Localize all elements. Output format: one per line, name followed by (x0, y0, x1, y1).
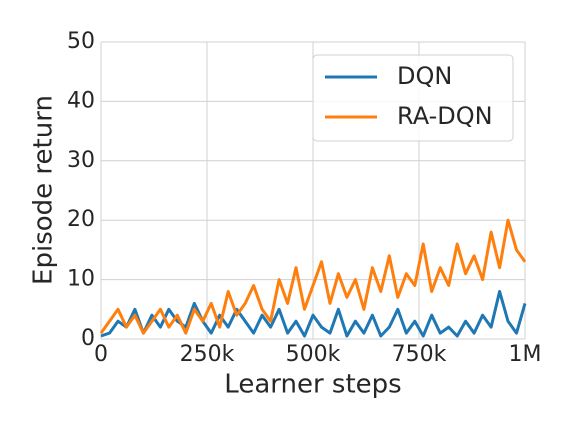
x-tick-label: 500k (286, 342, 341, 367)
y-tick-label: 30 (67, 148, 95, 173)
legend-label: RA-DQN (397, 102, 493, 130)
legend: DQN RA-DQN (312, 54, 514, 142)
y-tick-label: 0 (81, 326, 95, 351)
x-tick-label: 250k (180, 342, 235, 367)
y-tick-label: 20 (67, 207, 95, 232)
data-line (100, 290, 527, 338)
x-axis-label: Learner steps (224, 370, 401, 400)
x-tick-label: 0 (94, 342, 108, 367)
y-tick-label: 50 (67, 29, 95, 54)
data-line (99, 218, 527, 335)
y-tick-label: 10 (67, 267, 95, 292)
y-axis-label: Episode return (29, 95, 59, 285)
x-tick-label: 750k (392, 342, 447, 367)
y-tick-label: 40 (67, 88, 95, 113)
x-tick-label: 1M (509, 342, 542, 367)
legend-label: DQN (397, 62, 452, 90)
